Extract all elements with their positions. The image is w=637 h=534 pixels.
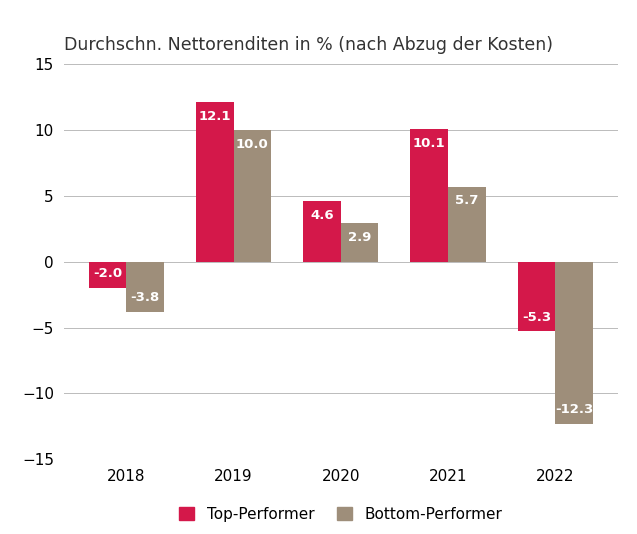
- Text: -2.0: -2.0: [93, 267, 122, 280]
- Text: 5.7: 5.7: [455, 194, 478, 208]
- Bar: [89, 262, 126, 288]
- Text: -3.8: -3.8: [131, 291, 160, 304]
- Bar: [448, 186, 485, 262]
- Text: 2.9: 2.9: [348, 231, 371, 245]
- Bar: [234, 130, 271, 262]
- Bar: [126, 262, 164, 312]
- Text: -5.3: -5.3: [522, 311, 551, 324]
- Text: 10.0: 10.0: [236, 138, 269, 151]
- Bar: [196, 103, 234, 262]
- Text: -12.3: -12.3: [555, 403, 593, 416]
- Text: Durchschn. Nettorenditen in % (nach Abzug der Kosten): Durchschn. Nettorenditen in % (nach Abzu…: [64, 36, 553, 54]
- Bar: [518, 262, 555, 332]
- Text: 10.1: 10.1: [413, 137, 445, 150]
- Bar: [303, 201, 341, 262]
- Text: 4.6: 4.6: [310, 209, 334, 222]
- Bar: [555, 262, 592, 423]
- Bar: [341, 223, 378, 262]
- Bar: [410, 129, 448, 262]
- Text: 12.1: 12.1: [199, 110, 231, 123]
- Legend: Top-Performer, Bottom-Performer: Top-Performer, Bottom-Performer: [175, 502, 507, 527]
